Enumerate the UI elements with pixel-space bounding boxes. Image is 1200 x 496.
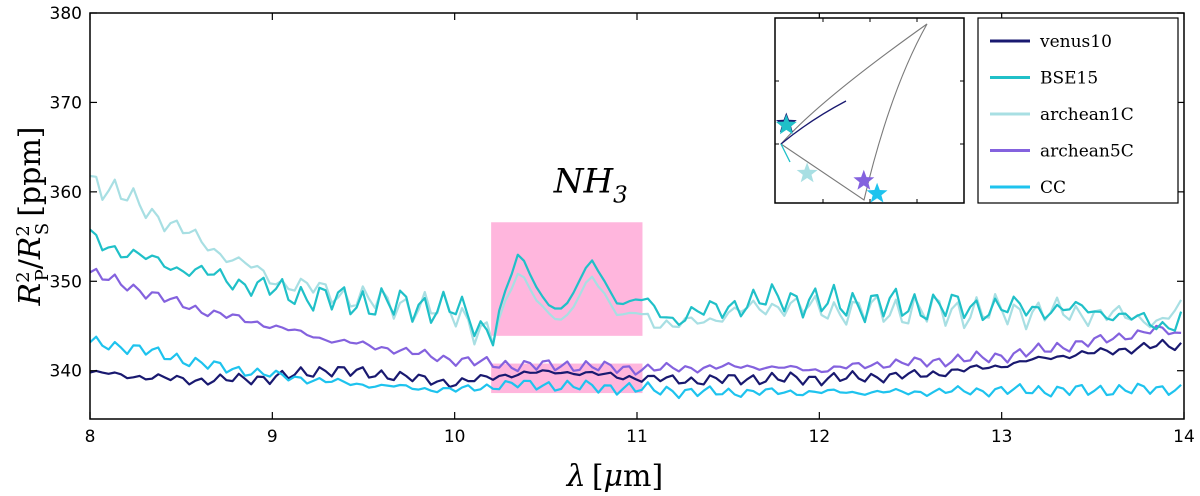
inset-ticks xyxy=(775,18,964,203)
annotation-subscript: 3 xyxy=(613,183,628,209)
legend-label-cc: CC xyxy=(1040,178,1066,198)
series-line-cc xyxy=(90,335,1182,400)
inset-plot xyxy=(774,17,965,204)
y-tick-label: 340 xyxy=(50,362,82,382)
inset-stars xyxy=(775,112,888,203)
legend-frame xyxy=(977,17,1179,204)
x-axis: 8 9 10 11 12 13 14 xyxy=(85,13,1195,447)
legend: venus10 BSE15 archean1C archean5C CC xyxy=(977,17,1179,204)
inset-bse-track xyxy=(780,143,791,163)
inset-star-bse15 xyxy=(775,114,797,135)
highlight-region-1 xyxy=(491,222,643,336)
x-tick-label: 12 xyxy=(809,427,831,447)
nh3-highlight-regions xyxy=(491,222,643,394)
inset-star-cc xyxy=(866,182,888,203)
y-axis: 340 350 360 370 380 xyxy=(50,4,1184,382)
series-line-venus10 xyxy=(90,338,1182,388)
legend-label-venus10: venus10 xyxy=(1039,32,1112,52)
x-tick-label: 13 xyxy=(991,427,1013,447)
legend-label-archean5c: archean5C xyxy=(1040,142,1134,162)
y-tick-label: 350 xyxy=(50,272,82,292)
y-tick-label: 360 xyxy=(50,183,82,203)
legend-label-archean1c: archean1C xyxy=(1040,105,1134,125)
series-line-archean5c xyxy=(90,267,1182,376)
inset-venus-track xyxy=(780,100,847,145)
y-tick-label: 370 xyxy=(50,93,82,113)
inset-star-archean1c xyxy=(796,162,818,183)
inset-star-archean5c xyxy=(853,169,875,190)
nh3-annotation: NH3 xyxy=(553,162,628,209)
annotation-base: NH xyxy=(553,162,615,202)
legend-label-bse15: BSE15 xyxy=(1040,69,1098,89)
y-tick-label: 380 xyxy=(50,4,82,24)
x-axis-label: λ [μm] xyxy=(566,459,663,494)
inset-triangle-curve xyxy=(780,23,928,201)
x-tick-label: 14 xyxy=(1173,427,1195,447)
series-line-bse15 xyxy=(90,228,1183,347)
x-tick-label: 8 xyxy=(85,427,96,447)
series-lines xyxy=(90,174,1183,400)
svg-text:R2P/R2S[ppm]: R2P/R2S[ppm] xyxy=(13,127,53,307)
x-tick-label: 10 xyxy=(444,427,466,447)
x-tick-label: 11 xyxy=(626,427,648,447)
y-axis-label: R2P/R2S[ppm] xyxy=(13,127,53,307)
x-tick-label: 9 xyxy=(267,427,278,447)
